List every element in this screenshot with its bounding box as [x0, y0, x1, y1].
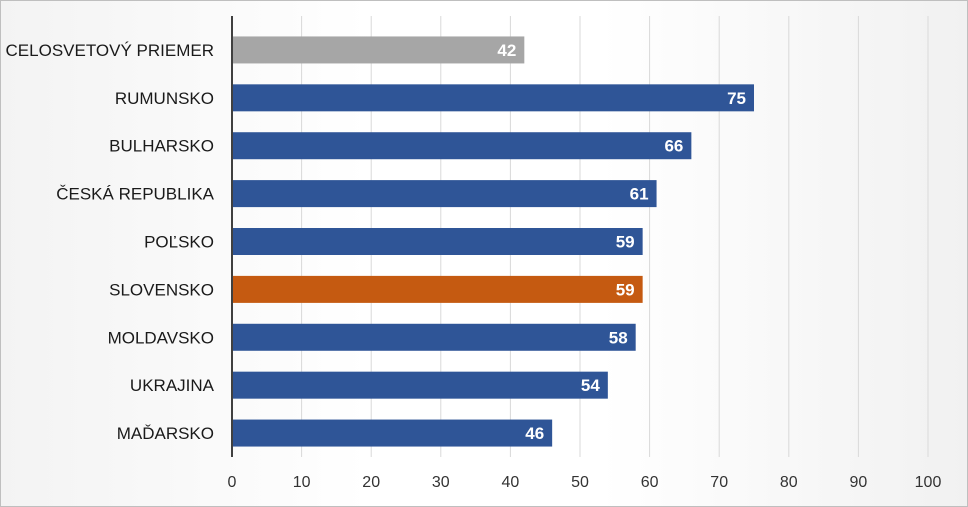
category-label: MOLDAVSKO	[108, 328, 214, 347]
category-label: UKRAJINA	[130, 376, 215, 395]
data-label: 75	[727, 89, 746, 108]
bar	[232, 371, 608, 399]
x-tick-label: 50	[571, 474, 589, 491]
x-tick-label: 90	[850, 474, 868, 491]
category-label: BULHARSKO	[109, 137, 214, 156]
data-label: 58	[609, 328, 628, 347]
bar	[232, 36, 525, 64]
category-label: RUMUNSKO	[115, 89, 214, 108]
x-tick-label: 100	[915, 474, 942, 491]
x-tick-label: 80	[780, 474, 798, 491]
data-label: 59	[616, 233, 635, 252]
x-tick-label: 0	[228, 474, 237, 491]
data-label: 66	[664, 137, 683, 156]
bar	[232, 132, 692, 160]
data-label: 46	[525, 424, 544, 443]
bars	[232, 36, 754, 447]
category-label: SLOVENSKO	[109, 280, 214, 299]
category-label: ČESKÁ REPUBLIKA	[56, 185, 214, 204]
category-label: MAĎARSKO	[117, 424, 214, 443]
data-label: 61	[630, 185, 649, 204]
category-label: POĽSKO	[144, 233, 214, 252]
bar	[232, 84, 754, 112]
bar	[232, 323, 636, 351]
bar	[232, 419, 553, 447]
x-tick-label: 30	[432, 474, 450, 491]
x-tick-label: 70	[710, 474, 728, 491]
x-tick-label: 10	[293, 474, 311, 491]
x-tick-label: 20	[362, 474, 380, 491]
data-label: 54	[581, 376, 600, 395]
bar	[232, 180, 657, 208]
data-label: 59	[616, 280, 635, 299]
x-tick-label: 40	[502, 474, 520, 491]
bar	[232, 228, 643, 255]
labels: 0 10 20 30 40 50 60 70 80 90 100 CELOSVETOVÝ PRIEME…	[6, 41, 942, 491]
x-tick-label: 60	[641, 474, 659, 491]
category-label: CELOSVETOVÝ PRIEMER	[6, 41, 214, 60]
data-label: 42	[497, 41, 516, 60]
bar	[232, 275, 643, 303]
